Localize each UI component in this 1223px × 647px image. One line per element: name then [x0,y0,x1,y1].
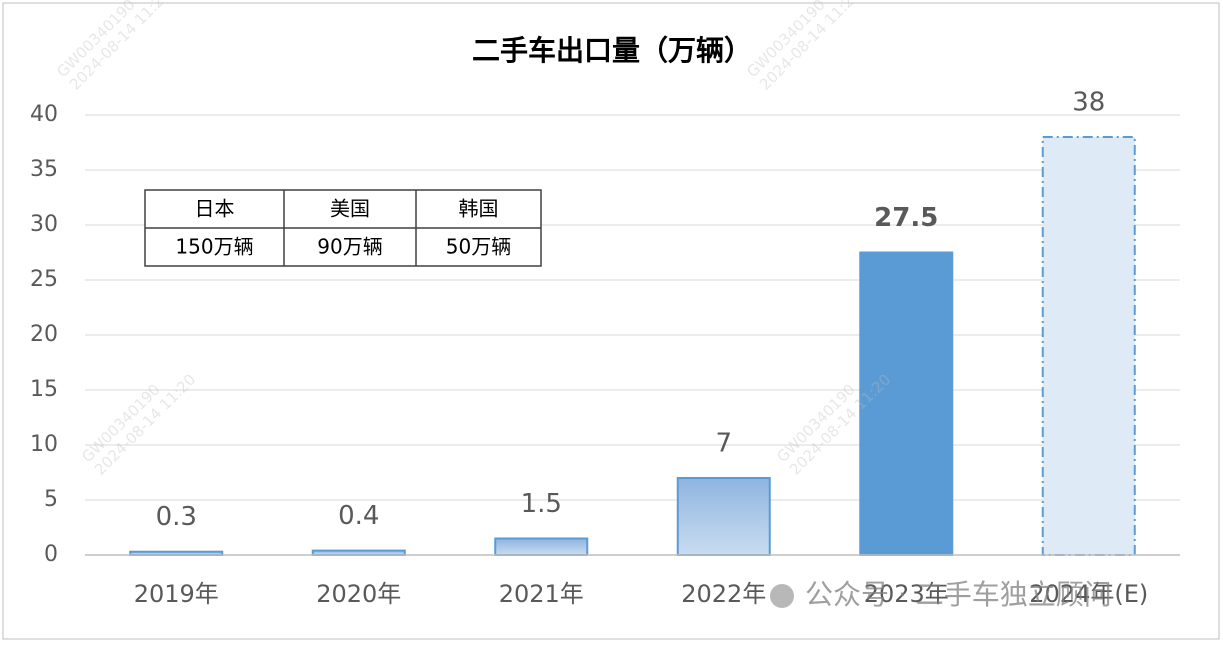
value-label: 27.5 [874,203,938,233]
y-tick-label: 5 [44,487,58,512]
y-tick-label: 25 [30,267,58,292]
bar [676,477,771,556]
x-tick-label: 2020年 [316,580,401,608]
chart-title: 二手车出口量（万辆） [472,34,752,67]
bar [494,537,589,556]
y-tick-label: 10 [30,432,58,457]
table-cell: 50万辆 [446,235,511,259]
bar [1041,136,1136,556]
bar [859,251,954,556]
value-label: 7 [715,429,732,459]
x-tick-label: 2019年 [134,580,219,608]
value-label: 1.5 [521,489,562,519]
y-tick-label: 40 [30,102,58,127]
x-tick-label: 2023年 [864,580,949,608]
y-tick-label: 0 [44,542,58,567]
y-tick-label: 30 [30,212,58,237]
table-header: 韩国 [459,197,499,221]
value-label: 38 [1072,88,1105,118]
y-tick-label: 15 [30,377,58,402]
value-label: 0.4 [338,501,379,531]
table-cell: 90万辆 [317,235,382,259]
y-tick-label: 20 [30,322,58,347]
table-header: 日本 [195,197,235,221]
table-header: 美国 [330,197,370,221]
x-tick-label: 2021年 [499,580,584,608]
table-cell: 150万辆 [175,235,253,259]
watermark-icon [770,584,794,608]
x-tick-label: 2022年 [681,580,766,608]
x-tick-label: 2024年(E) [1029,580,1148,608]
value-label: 0.3 [156,502,197,532]
watermark: 公众号 · 二手车独立顾问 [805,578,1112,611]
y-tick-label: 35 [30,157,58,182]
